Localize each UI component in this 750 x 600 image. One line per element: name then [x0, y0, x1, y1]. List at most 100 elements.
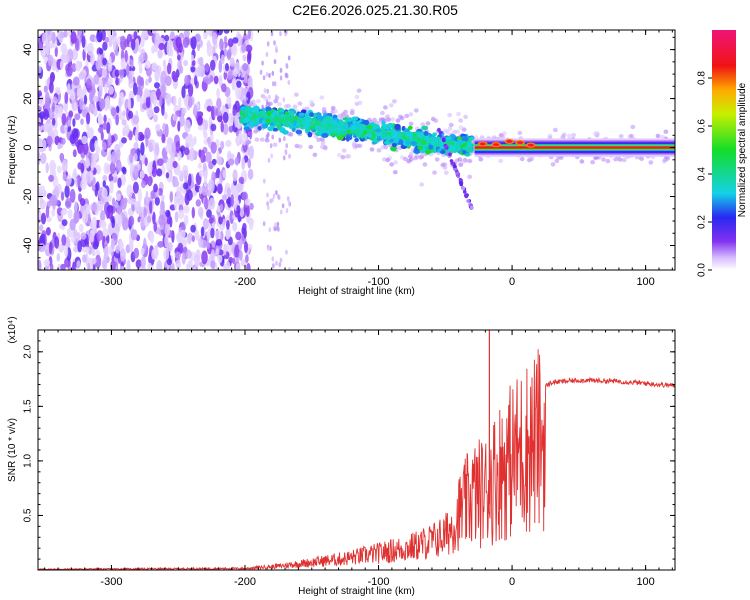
noise-cell: [190, 36, 197, 50]
signal-halo: [341, 148, 347, 153]
signal-halo: [408, 157, 414, 162]
signal-halo: [443, 128, 448, 134]
noise-cell: [138, 45, 142, 53]
noise-cell: [104, 36, 110, 43]
noise-cell: [242, 222, 247, 231]
signal-halo: [316, 137, 321, 142]
signal-halo: [273, 99, 279, 104]
signal-cell: [280, 114, 287, 119]
noise-cell: [98, 48, 104, 55]
signal-cell: [380, 126, 385, 131]
signal-halo: [343, 109, 348, 115]
noise-cell: [87, 127, 94, 139]
noise-cell: [272, 263, 275, 269]
noise-cell: [157, 158, 164, 167]
noise-cell: [97, 127, 104, 133]
noise-cell: [87, 42, 94, 56]
noise-cell: [201, 250, 208, 265]
noise-cell: [69, 133, 77, 145]
noise-cell: [38, 224, 44, 232]
noise-cell: [164, 224, 171, 237]
noise-cell: [120, 57, 126, 70]
signal-halo: [519, 156, 525, 162]
signal-halo: [554, 158, 560, 164]
signal-cell: [330, 127, 337, 134]
noise-cell: [238, 176, 245, 184]
x-tick-label: -200: [234, 576, 256, 588]
signal-halo: [434, 157, 440, 162]
noise-cell: [227, 112, 234, 127]
noise-cell: [164, 34, 170, 42]
signal-halo: [380, 110, 385, 116]
signal-cell: [345, 135, 350, 142]
signal-cell: [400, 131, 407, 136]
noise-cell: [230, 194, 234, 207]
noise-cell: [247, 158, 252, 169]
signal-cell: [410, 141, 418, 146]
noise-cell: [233, 67, 238, 78]
noise-cell: [165, 143, 172, 153]
noise-cell: [66, 83, 71, 95]
noise-cell: [266, 41, 270, 47]
noise-cell: [116, 205, 122, 216]
noise-cell: [105, 95, 110, 108]
noise-cell: [89, 90, 94, 104]
noise-cell: [109, 161, 116, 175]
signal-cell: [325, 116, 332, 122]
signal-halo: [390, 117, 396, 122]
noise-cell: [266, 88, 270, 94]
y-axis-label: Frequency (Hz): [7, 116, 18, 185]
signal-halo: [337, 113, 342, 119]
snr-series-line: [38, 349, 675, 570]
noise-cell: [150, 30, 158, 34]
noise-cell: [100, 131, 104, 141]
signal-halo: [467, 174, 473, 179]
noise-cell: [46, 135, 53, 145]
noise-cell: [111, 217, 116, 229]
branch-cell: [470, 205, 474, 210]
noise-cell: [49, 159, 56, 174]
noise-cell: [61, 219, 68, 227]
noise-cell: [73, 168, 77, 179]
noise-cell: [69, 218, 76, 231]
noise-cell: [141, 30, 148, 39]
noise-cell: [89, 170, 94, 182]
signal-cell: [445, 136, 452, 141]
noise-cell: [215, 229, 222, 240]
noise-cell: [146, 215, 152, 224]
branch-cell: [448, 152, 452, 157]
x-tick-label: -100: [368, 276, 390, 288]
signal-cell: [432, 132, 437, 137]
stable-line-band: [474, 146, 675, 149]
noise-cell: [183, 204, 190, 214]
branch-cell: [438, 131, 443, 135]
noise-cell: [163, 247, 170, 261]
noise-cell: [183, 30, 190, 38]
noise-cell: [104, 83, 108, 94]
signal-halo: [408, 112, 414, 117]
signal-halo: [442, 165, 448, 170]
noise-cell: [206, 105, 212, 112]
noise-cell: [86, 78, 92, 89]
noise-cell: [228, 153, 235, 160]
noise-cell: [227, 71, 233, 80]
noise-cell: [282, 97, 286, 103]
noise-cell: [197, 206, 204, 218]
noise-cell: [117, 214, 123, 228]
noise-cell: [140, 256, 146, 269]
noise-cell: [102, 122, 108, 130]
colorbar-tick-label: 0.2: [697, 215, 708, 229]
signal-halo: [601, 157, 606, 162]
noise-cell: [147, 262, 152, 270]
noise-cell: [60, 263, 66, 270]
noise-cell: [45, 205, 50, 219]
noise-cell: [178, 42, 183, 53]
noise-cell: [268, 72, 271, 78]
signal-cell: [390, 145, 397, 152]
noise-cell: [38, 65, 42, 74]
noise-cell: [77, 30, 83, 37]
signal-halo: [308, 144, 314, 150]
noise-cell: [56, 165, 62, 174]
noise-cell: [101, 187, 108, 200]
noise-cell: [45, 91, 50, 103]
